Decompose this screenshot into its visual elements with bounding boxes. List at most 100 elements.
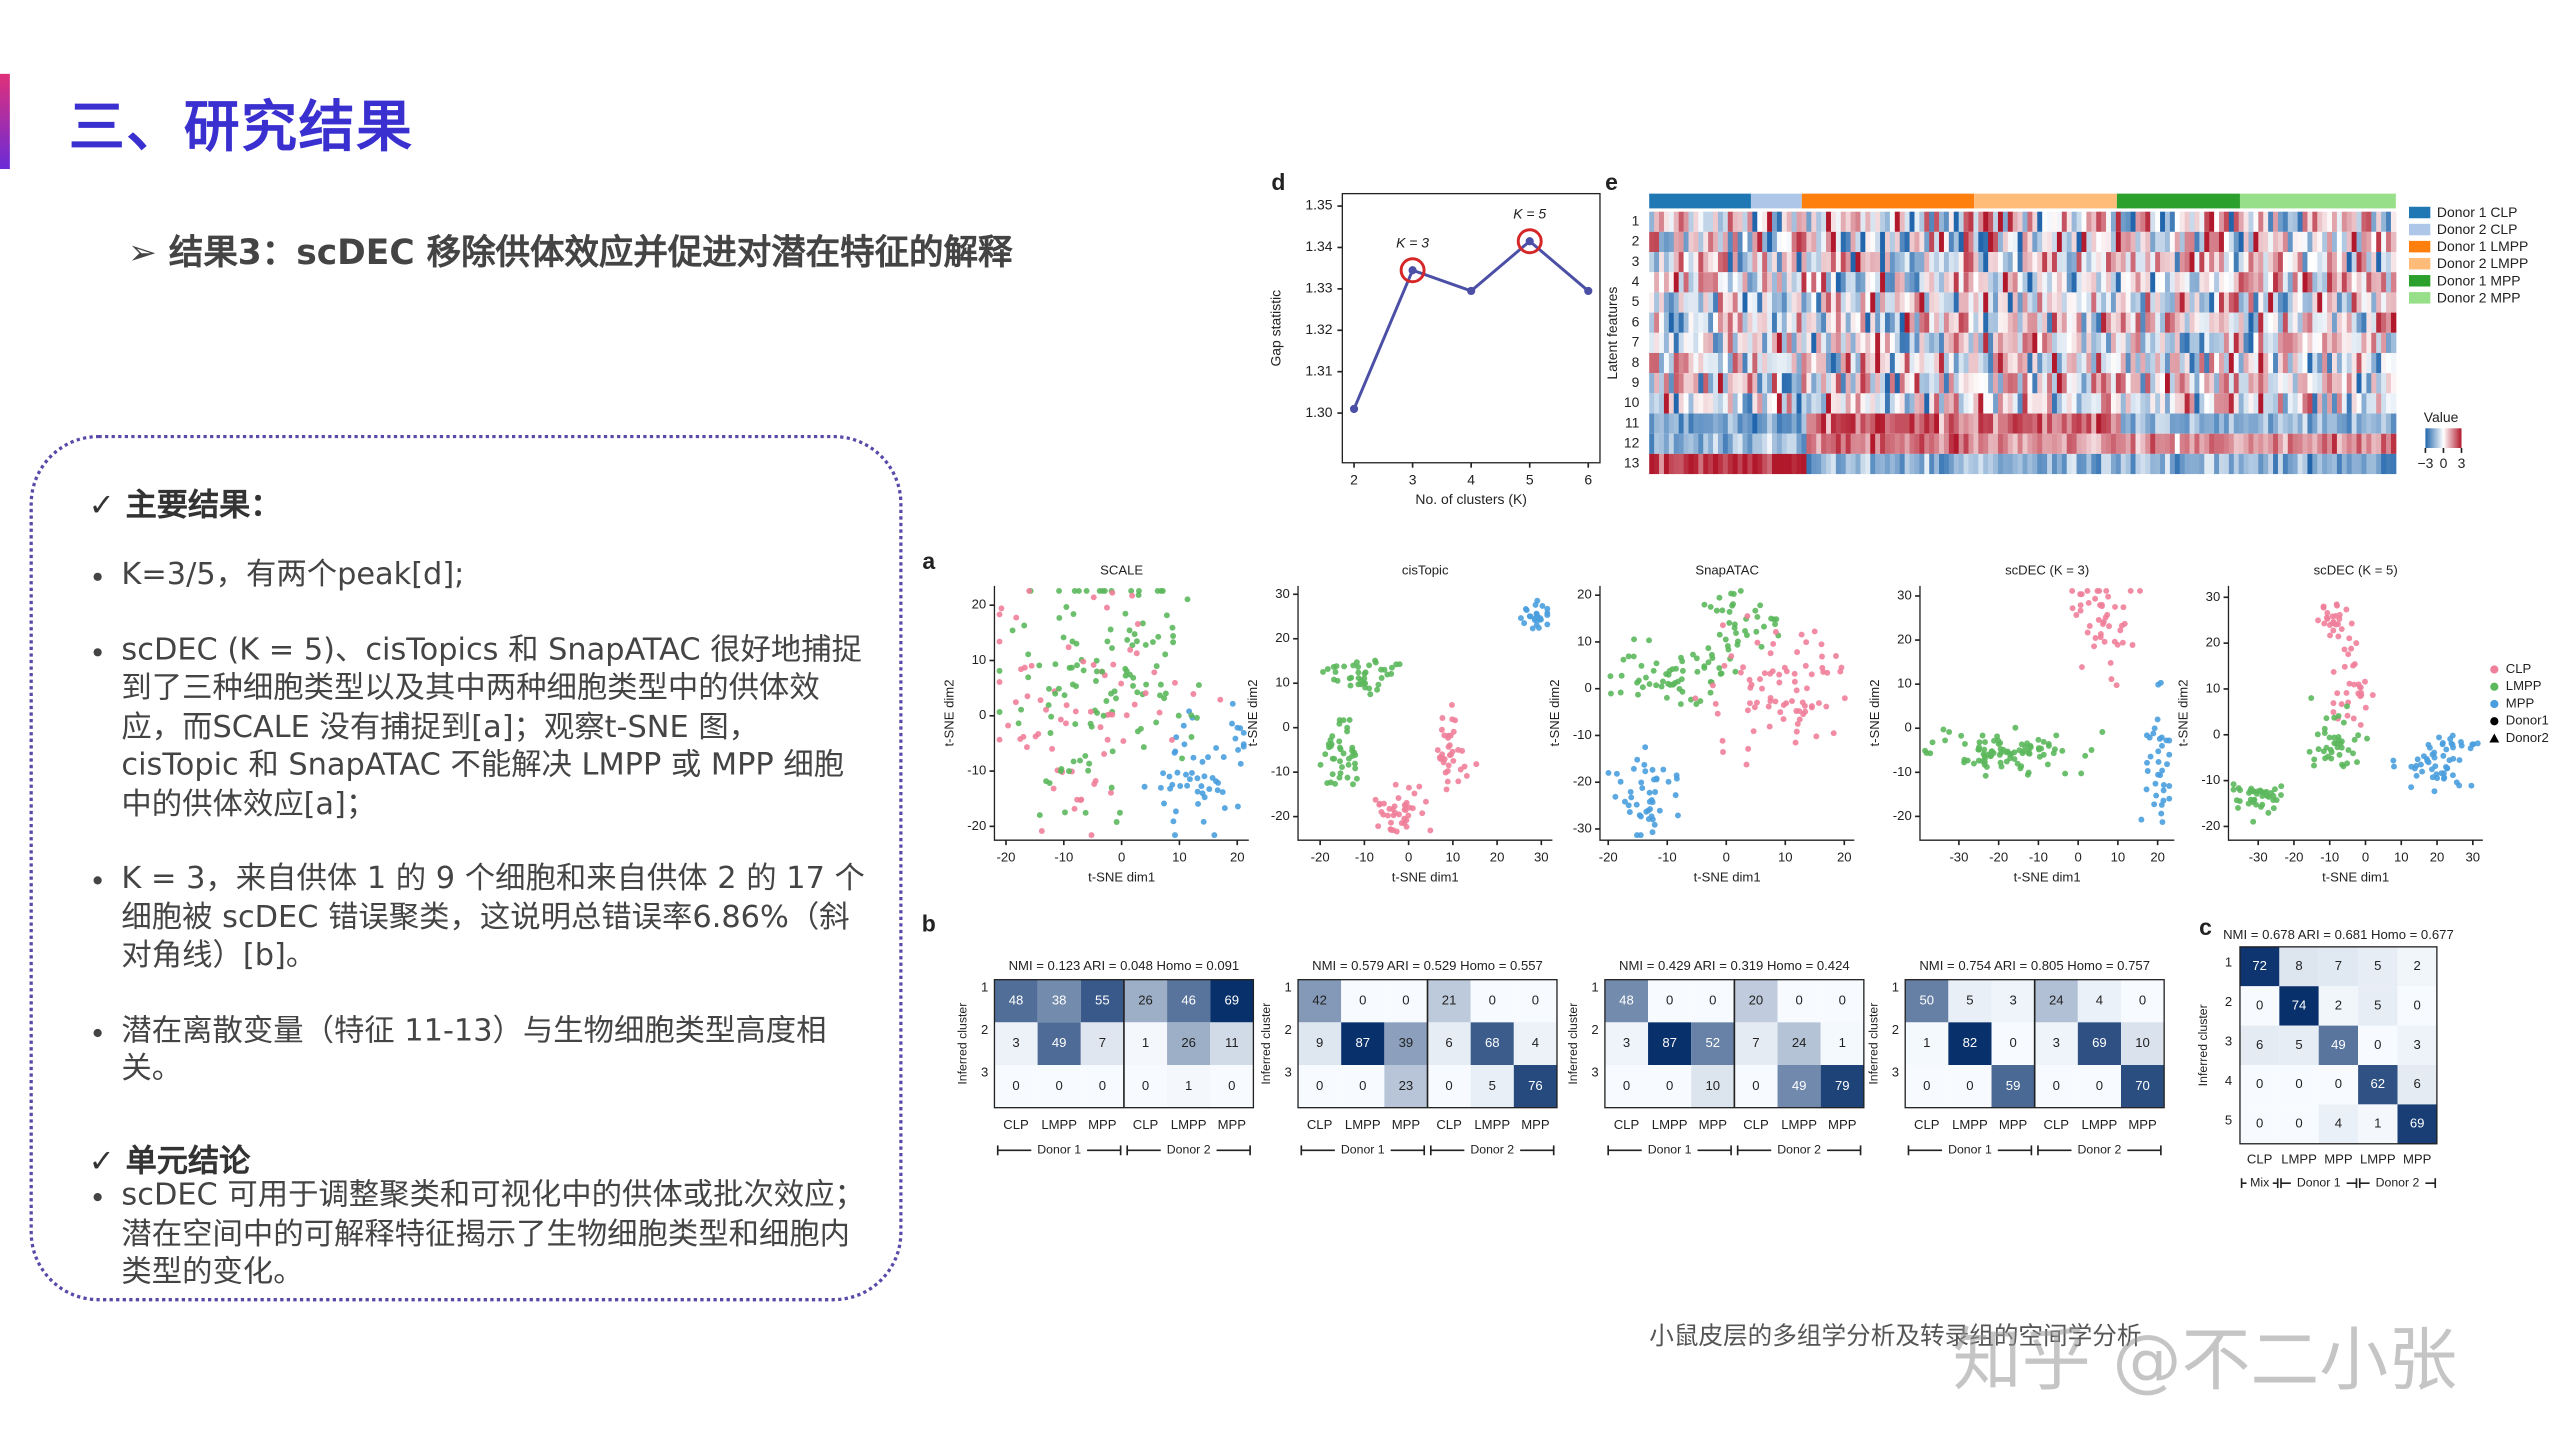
heat-cell	[1909, 211, 1915, 232]
heat-cell	[2228, 211, 2235, 232]
heat-cell	[2199, 292, 2205, 313]
heat-cell	[1806, 292, 1812, 313]
heat-cell	[1870, 272, 1876, 293]
heat-cell	[2081, 292, 2087, 313]
heat-cell	[2312, 211, 2318, 232]
heat-cell	[2228, 252, 2235, 273]
heat-cell	[2145, 292, 2151, 313]
heat-cell	[1865, 312, 1871, 333]
heat-cell	[2056, 231, 2063, 253]
scatter-dot	[1719, 607, 1726, 614]
heat-cell	[2027, 292, 2033, 313]
heat-cell	[1826, 332, 1832, 353]
heat-cell	[1663, 373, 1670, 394]
scatter-dot	[2390, 757, 2397, 764]
scatter-dot	[1388, 826, 1394, 833]
scatter-dot	[1754, 613, 1761, 620]
scatter-dot	[1728, 653, 1735, 660]
heat-cell	[1649, 453, 1655, 475]
heat-cell	[2199, 413, 2205, 434]
scatter-dot	[1658, 683, 1665, 690]
heat-cell	[2199, 312, 2205, 333]
heat-cell	[2115, 231, 2122, 253]
heat-cell	[1997, 292, 2004, 313]
heat-cell	[1698, 332, 1704, 353]
scatter-dot	[1634, 679, 1641, 686]
heat-cell	[2307, 332, 2313, 353]
x-tick-label: 10	[2394, 850, 2409, 865]
heat-cell	[1717, 433, 1724, 454]
heat-cell	[2160, 453, 2166, 475]
scatter-dot	[2431, 749, 2438, 756]
heat-cell	[1978, 272, 1984, 293]
heat-cell	[2390, 312, 2397, 333]
heat-cell	[1988, 393, 1994, 414]
heat-cell	[2169, 252, 2176, 273]
heat-cell	[2302, 312, 2308, 333]
heat-cell	[2071, 231, 2078, 253]
heat-cell	[1840, 393, 1847, 414]
heat-cell	[1924, 453, 1930, 475]
heat-cell	[1757, 272, 1763, 293]
scatter-dot	[2051, 746, 2058, 753]
heat-cell	[1830, 373, 1837, 394]
scatter-dot	[1535, 625, 1542, 631]
heat-cell	[2273, 332, 2279, 353]
heat-cell	[2209, 413, 2215, 434]
scatter-dot	[1157, 784, 1164, 791]
scatter-dot	[1021, 664, 1028, 671]
heat-cell	[1703, 312, 1709, 333]
heat-cell	[2086, 453, 2092, 475]
heat-cell	[2238, 393, 2245, 414]
heat-cell	[2243, 413, 2249, 434]
heat-cell	[1870, 352, 1876, 374]
heat-cell	[1767, 413, 1773, 434]
scatter-dot	[2003, 758, 2010, 765]
scatter-dot	[2160, 797, 2167, 804]
scatter-dot	[1819, 653, 1825, 660]
scatter-dot	[1544, 605, 1551, 612]
scatter-dot	[1776, 671, 1783, 678]
matrix-cell	[994, 1065, 1038, 1108]
heat-cell	[2238, 231, 2245, 253]
scatter-dot	[1676, 685, 1683, 692]
heat-cell	[2071, 211, 2078, 232]
scatter-dot	[1672, 792, 1679, 799]
heat-cell	[2381, 352, 2387, 374]
scatter-dot	[2330, 668, 2337, 675]
heat-cell	[2307, 413, 2313, 434]
heat-cell	[1757, 433, 1763, 454]
heat-cell	[1649, 393, 1655, 414]
heat-cell	[1889, 453, 1896, 475]
legend-swatch	[2408, 292, 2431, 304]
heat-cell	[1953, 352, 1960, 374]
scatter-dot	[1438, 726, 1445, 733]
heat-cell	[1919, 312, 1925, 333]
scatter-dot	[1705, 645, 1712, 652]
scatter-dot	[1607, 673, 1614, 680]
scatter-dot	[1087, 720, 1094, 727]
scatter-dot	[2330, 700, 2337, 707]
scatter-dot	[1052, 690, 1059, 697]
heat-cell	[1855, 332, 1861, 353]
matrix-cell	[2358, 1025, 2398, 1066]
matrix-cell	[1648, 979, 1692, 1023]
cell-label: 0	[1532, 992, 1539, 1007]
scatter-dot	[1970, 760, 1977, 767]
heat-cell	[2361, 373, 2367, 394]
scatter-dot	[2362, 704, 2369, 711]
scatter-dot	[2439, 741, 2446, 748]
heat-cell	[2268, 453, 2274, 475]
heat-cell	[1806, 231, 1812, 253]
scatter-dot	[1082, 753, 1089, 759]
row-label: 2	[1591, 1022, 1598, 1037]
heat-cell	[2287, 292, 2294, 313]
cell-label: 0	[2256, 1116, 2263, 1131]
heat-cell	[1717, 231, 1724, 253]
heat-cell	[2371, 231, 2377, 253]
heat-cell	[2361, 272, 2367, 293]
col-label: MPP	[1218, 1117, 1247, 1132]
x-tick-label: 20	[2150, 850, 2165, 865]
heat-cell	[2150, 352, 2156, 374]
scatter-dot	[2078, 664, 2085, 670]
